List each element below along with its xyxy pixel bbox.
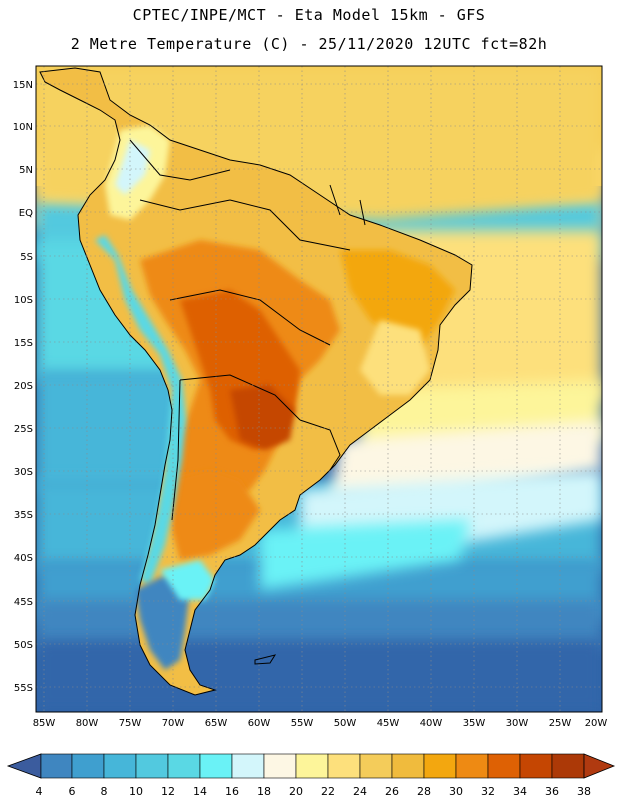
colorbar-labels: 4 6 8 10 12 14 16 18 20 22 24 26 28 30 3… <box>36 785 592 798</box>
colorbar-label: 18 <box>257 785 271 798</box>
lon-tick-65w: 65W <box>205 718 228 729</box>
lat-tick-55s: 55S <box>14 683 33 694</box>
map-frame <box>35 65 603 713</box>
colorbar-swatch <box>423 753 457 779</box>
lon-tick-35w: 35W <box>463 718 486 729</box>
colorbar-label: 4 <box>36 785 43 798</box>
colorbar-swatch <box>391 753 425 779</box>
lon-tick-70w: 70W <box>162 718 185 729</box>
lat-tick-15n: 15N <box>13 80 33 91</box>
colorbar-swatch <box>199 753 233 779</box>
lat-tick-20s: 20S <box>14 381 33 392</box>
colorbar-swatch <box>327 753 361 779</box>
lon-tick-50w: 50W <box>334 718 357 729</box>
lon-ticks: 85W 80W 75W 70W 65W 60W 55W 50W 45W 40W … <box>33 718 608 729</box>
lon-tick-80w: 80W <box>76 718 99 729</box>
lon-tick-85w: 85W <box>33 718 56 729</box>
colorbar-label: 30 <box>449 785 463 798</box>
lat-tick-45s: 45S <box>14 597 33 608</box>
colorbar-swatch <box>263 753 297 779</box>
colorbar-label: 32 <box>481 785 495 798</box>
temperature-field <box>36 66 602 712</box>
colorbar-low-arrow <box>6 753 42 779</box>
coastlines <box>39 67 473 696</box>
lon-tick-45w: 45W <box>377 718 400 729</box>
colorbar-label: 36 <box>545 785 559 798</box>
lat-tick-10n: 10N <box>13 122 33 133</box>
colorbar-label: 24 <box>353 785 367 798</box>
lon-tick-60w: 60W <box>248 718 271 729</box>
lat-tick-15s: 15S <box>14 338 33 349</box>
colorbar-swatch <box>135 753 169 779</box>
colorbar-label: 12 <box>161 785 175 798</box>
colorbar-swatch <box>295 753 329 779</box>
lat-tick-30s: 30S <box>14 467 33 478</box>
map-title-line-2: 2 Metre Temperature (C) - 25/11/2020 12U… <box>70 35 548 53</box>
lon-tick-40w: 40W <box>420 718 443 729</box>
colorbar-label: 20 <box>289 785 303 798</box>
colorbar <box>6 753 616 779</box>
colorbar-label: 16 <box>225 785 239 798</box>
colorbar-label: 34 <box>513 785 527 798</box>
colorbar-swatch <box>359 753 393 779</box>
lat-tick-10s: 10S <box>14 295 33 306</box>
lat-tick-5n: 5N <box>19 165 33 176</box>
colorbar-label: 28 <box>417 785 431 798</box>
lat-tick-40s: 40S <box>14 553 33 564</box>
lat-tick-35s: 35S <box>14 510 33 521</box>
colorbar-swatch <box>167 753 201 779</box>
lon-tick-20w: 20W <box>585 718 608 729</box>
colorbar-swatch <box>103 753 137 779</box>
colorbar-high-arrow <box>583 753 616 779</box>
lat-tick-5s: 5S <box>20 252 33 263</box>
colorbar-swatch <box>487 753 521 779</box>
south-america-field <box>40 68 472 695</box>
colorbar-label: 38 <box>577 785 591 798</box>
colorbar-label: 10 <box>129 785 143 798</box>
colorbar-label: 14 <box>193 785 207 798</box>
colorbar-swatch <box>40 753 73 779</box>
lon-tick-55w: 55W <box>291 718 314 729</box>
colorbar-swatch <box>519 753 553 779</box>
lon-tick-75w: 75W <box>119 718 142 729</box>
colorbar-swatch <box>231 753 265 779</box>
map-title-line-1: CPTEC/INPE/MCT - Eta Model 15km - GFS <box>132 6 486 24</box>
lat-tick-25s: 25S <box>14 424 33 435</box>
colorbar-swatch <box>71 753 105 779</box>
lat-tick-50s: 50S <box>14 640 33 651</box>
colorbar-swatch <box>455 753 489 779</box>
lon-tick-30w: 30W <box>506 718 529 729</box>
lon-tick-25w: 25W <box>549 718 572 729</box>
colorbar-label: 8 <box>101 785 108 798</box>
lat-tick-eq: EQ <box>19 208 33 219</box>
colorbar-swatch <box>551 753 585 779</box>
colorbar-label: 26 <box>385 785 399 798</box>
lat-ticks: 15N 10N 5N EQ 5S 10S 15S 20S 25S 30S 35S… <box>13 80 33 694</box>
colorbar-label: 22 <box>321 785 335 798</box>
colorbar-label: 6 <box>69 785 76 798</box>
